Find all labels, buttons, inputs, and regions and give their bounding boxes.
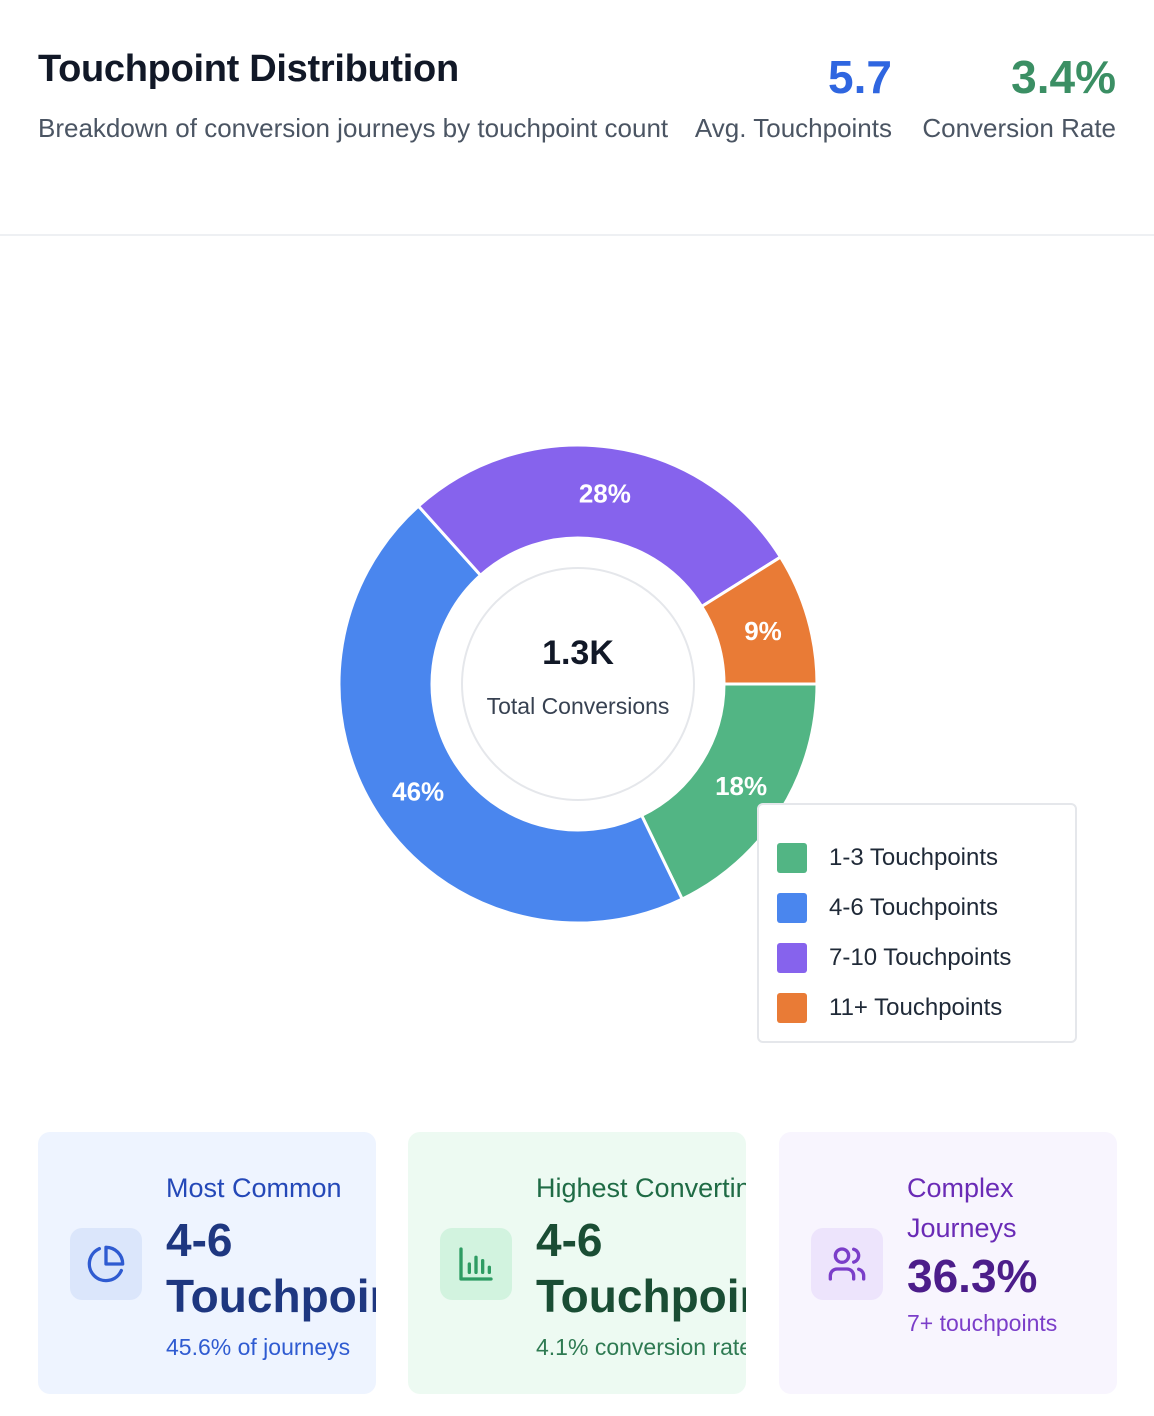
stat-value: 3.4% — [1011, 51, 1116, 103]
legend-label: 4-6 Touchpoints — [829, 894, 999, 921]
legend-label: 7-10 Touchpoints — [829, 944, 1012, 971]
legend-item[interactable]: 1-3 Touchpoints — [777, 833, 1057, 883]
chart-legend: 1-3 Touchpoints 4-6 Touchpoints 7-10 Tou… — [757, 803, 1077, 1043]
stat-value: 5.7 — [828, 51, 892, 103]
donut-chart: 18% 46% 28% 9% 1.3K Total Conversions — [337, 443, 819, 925]
card-label: Complex Journeys — [907, 1173, 1017, 1243]
card-label: Most Common — [166, 1173, 342, 1203]
avg-touchpoints-stat: 5.7 Avg. Touchpoints — [692, 50, 892, 148]
card-value: 36.3% — [907, 1250, 1038, 1302]
donut-slice-4-6-touchpoints[interactable] — [337, 503, 685, 925]
legend-swatch — [777, 943, 807, 973]
donut-slices — [337, 443, 819, 925]
legend-label: 11+ Touchpoints — [829, 994, 1003, 1021]
legend-swatch — [777, 993, 807, 1023]
legend-swatch — [777, 843, 807, 873]
legend-item[interactable]: 4-6 Touchpoints — [777, 883, 1057, 933]
center-value: 1.3K — [542, 634, 614, 672]
donut-slice-11-touchpoints[interactable] — [699, 555, 819, 686]
donut-center-ring — [461, 567, 695, 801]
card-value: 4-6 Touchpoints — [536, 1214, 746, 1322]
page-title: Touchpoint Distribution — [38, 48, 459, 90]
stat-label: Avg. Touchpoints — [694, 113, 892, 143]
card-value: 4-6 Touchpoints — [166, 1214, 376, 1322]
slice-percent-label: 18% — [715, 771, 767, 801]
page-subtitle: Breakdown of conversion journeys by touc… — [38, 113, 669, 143]
stat-label: Conversion Rate — [922, 113, 1116, 143]
card-subtext: 4.1% conversion rate — [536, 1334, 746, 1360]
center-label: Total Conversions — [487, 693, 670, 719]
slice-percent-label: 46% — [392, 776, 444, 806]
legend-swatch — [777, 893, 807, 923]
bar-chart-icon — [440, 1228, 512, 1300]
legend-label: 1-3 Touchpoints — [829, 844, 999, 871]
pie-chart-icon — [70, 1228, 142, 1300]
highest-converting-card: Highest Converting 4-6 Touchpoints 4.1% … — [408, 1132, 746, 1394]
legend-item[interactable]: 11+ Touchpoints — [777, 983, 1057, 1033]
slice-percent-label: 28% — [579, 478, 631, 508]
conversion-rate-stat: 3.4% Conversion Rate — [916, 50, 1116, 148]
users-icon — [811, 1228, 883, 1300]
donut-slice-7-10-touchpoints[interactable] — [416, 443, 783, 609]
slice-percent-label: 9% — [744, 616, 782, 646]
donut-slice-labels: 18% 46% 28% 9% — [392, 478, 782, 806]
header: Touchpoint Distribution Breakdown of con… — [0, 0, 1154, 236]
most-common-card: Most Common 4-6 Touchpoints 45.6% of jou… — [38, 1132, 376, 1394]
card-subtext: 45.6% of journeys — [166, 1334, 351, 1360]
complex-journeys-card: Complex Journeys 36.3% 7+ touchpoints — [779, 1132, 1117, 1394]
legend-item[interactable]: 7-10 Touchpoints — [777, 933, 1057, 983]
card-label: Highest Converting — [536, 1173, 746, 1203]
card-subtext: 7+ touchpoints — [907, 1310, 1058, 1336]
